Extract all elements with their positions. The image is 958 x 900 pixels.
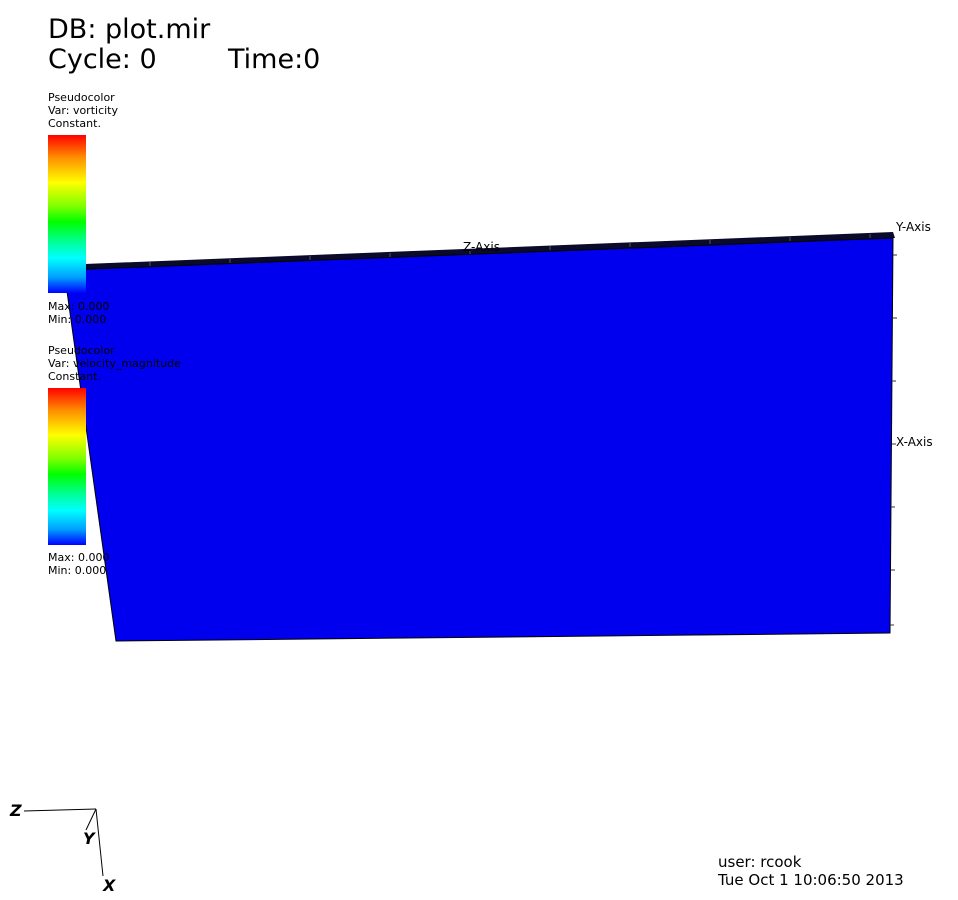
legend-2-plot-type: Pseudocolor <box>48 344 115 357</box>
legend-1-min: Min: 0.000 <box>48 313 107 326</box>
time-label: Time:0 <box>228 44 321 75</box>
z-axis-label: Z-Axis <box>463 240 500 254</box>
legend-2-constant: Constant. <box>48 370 101 383</box>
axis-triad <box>23 808 104 877</box>
x-axis-label: X-Axis <box>896 435 933 449</box>
z-axis-ticks <box>149 234 871 266</box>
pseudocolor-surface <box>63 237 894 642</box>
legend-2-max: Max: 0.000 <box>48 551 110 564</box>
legend-2-variable: Var: velocity_magnitude <box>48 357 181 370</box>
legend-2-min: Min: 0.000 <box>48 564 107 577</box>
triad-x-label: X <box>103 876 116 895</box>
cycle-label: Cycle: 0 <box>48 44 157 75</box>
legend-1-variable: Var: vorticity <box>48 104 119 117</box>
user-label: user: rcook <box>718 853 802 871</box>
legend-2-colorbar <box>48 388 86 545</box>
x-axis-ticks <box>890 254 897 626</box>
legend-1-colorbar <box>48 135 86 293</box>
y-axis-label: Y-Axis <box>896 220 931 234</box>
legend-1-plot-type: Pseudocolor <box>48 91 115 104</box>
triad-y-label: Y <box>83 829 95 848</box>
triad-z-label: Z <box>10 801 22 820</box>
date-label: Tue Oct 1 10:06:50 2013 <box>718 871 904 889</box>
legend-1-max: Max: 0.000 <box>48 300 110 313</box>
legend-1-constant: Constant. <box>48 117 101 130</box>
surface-top-edge <box>60 232 895 271</box>
database-title: DB: plot.mir <box>48 14 211 45</box>
